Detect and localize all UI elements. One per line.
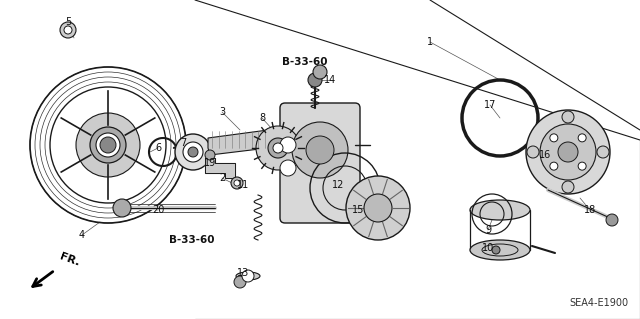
- Text: 6: 6: [155, 143, 161, 153]
- Circle shape: [234, 180, 240, 186]
- Circle shape: [280, 160, 296, 176]
- Circle shape: [606, 214, 618, 226]
- Circle shape: [205, 150, 215, 160]
- Polygon shape: [208, 130, 272, 155]
- Text: 9: 9: [485, 225, 491, 235]
- Text: 16: 16: [539, 150, 551, 160]
- Text: 3: 3: [219, 107, 225, 117]
- Circle shape: [597, 146, 609, 158]
- Polygon shape: [205, 158, 235, 178]
- Circle shape: [183, 142, 203, 162]
- Text: 20: 20: [152, 205, 164, 215]
- Text: 8: 8: [259, 113, 265, 123]
- Circle shape: [100, 137, 116, 153]
- Circle shape: [280, 137, 296, 153]
- Text: 11: 11: [237, 180, 249, 190]
- Text: 5: 5: [65, 17, 71, 27]
- Circle shape: [578, 134, 586, 142]
- Text: 12: 12: [332, 180, 344, 190]
- Text: 4: 4: [79, 230, 85, 240]
- Text: 14: 14: [324, 75, 336, 85]
- Circle shape: [60, 22, 76, 38]
- Circle shape: [550, 162, 558, 170]
- Text: FR.: FR.: [58, 252, 81, 268]
- Circle shape: [175, 134, 211, 170]
- Circle shape: [540, 124, 596, 180]
- Text: B-33-60: B-33-60: [282, 57, 328, 67]
- Circle shape: [64, 26, 72, 34]
- Circle shape: [558, 142, 578, 162]
- Circle shape: [346, 176, 410, 240]
- Circle shape: [188, 147, 198, 157]
- Circle shape: [492, 246, 500, 254]
- Ellipse shape: [236, 272, 260, 280]
- FancyBboxPatch shape: [280, 103, 360, 223]
- Circle shape: [268, 138, 288, 158]
- Circle shape: [527, 146, 539, 158]
- Circle shape: [76, 113, 140, 177]
- Text: 1: 1: [427, 37, 433, 47]
- Circle shape: [562, 111, 574, 123]
- Circle shape: [526, 110, 610, 194]
- Circle shape: [308, 73, 322, 87]
- Circle shape: [231, 177, 243, 189]
- Ellipse shape: [470, 200, 530, 220]
- Text: 17: 17: [484, 100, 496, 110]
- Text: 15: 15: [352, 205, 364, 215]
- Text: 10: 10: [482, 243, 494, 253]
- Circle shape: [562, 181, 574, 193]
- Ellipse shape: [470, 240, 530, 260]
- Circle shape: [113, 199, 131, 217]
- Circle shape: [234, 276, 246, 288]
- Text: SEA4-E1900: SEA4-E1900: [569, 298, 628, 308]
- Text: 19: 19: [204, 158, 216, 168]
- Text: 7: 7: [180, 138, 186, 148]
- Text: 13: 13: [237, 268, 249, 278]
- Circle shape: [292, 122, 348, 178]
- Circle shape: [256, 126, 300, 170]
- Circle shape: [313, 65, 327, 79]
- Circle shape: [96, 133, 120, 157]
- Circle shape: [273, 143, 283, 153]
- Circle shape: [578, 162, 586, 170]
- Circle shape: [90, 127, 126, 163]
- Circle shape: [364, 194, 392, 222]
- Text: B-33-60: B-33-60: [169, 235, 215, 245]
- Text: 2: 2: [219, 173, 225, 183]
- Circle shape: [306, 136, 334, 164]
- Circle shape: [242, 270, 254, 282]
- Circle shape: [550, 134, 558, 142]
- Text: 18: 18: [584, 205, 596, 215]
